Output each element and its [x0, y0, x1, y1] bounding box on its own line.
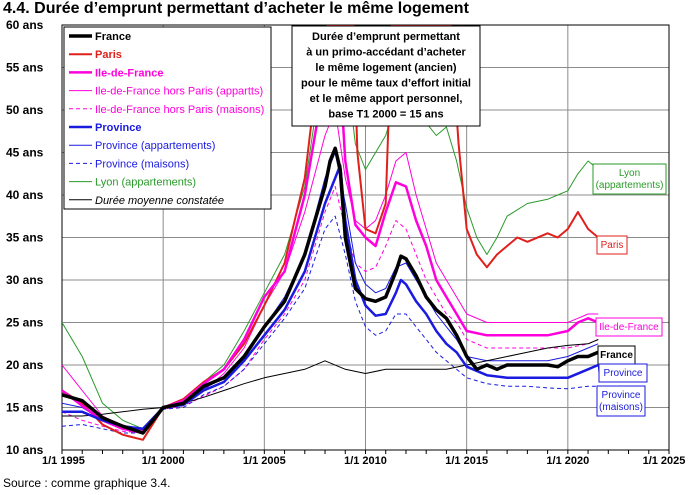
end-label-lyon-appartements: Lyon [619, 168, 640, 179]
y-tick-label: 35 ans [6, 231, 44, 245]
y-tick-label: 20 ans [6, 358, 44, 372]
legend-label-province-appartements: Province (appartements) [95, 140, 215, 152]
end-label-lyon-appartements: (appartements) [596, 180, 664, 191]
end-label-box-province-maisons [596, 385, 646, 417]
plot-border [61, 24, 670, 451]
end-label-box-province [598, 363, 648, 383]
legend-label-paris: Paris [95, 49, 122, 61]
y-tick-label: 55 ans [6, 61, 44, 75]
annotation-line: et le même apport personnel, [310, 93, 463, 105]
end-label-province-maisons: (maisons) [599, 402, 643, 413]
annotation-line: pour le même taux d’effort initial [301, 78, 471, 90]
y-tick-label: 45 ans [6, 146, 44, 160]
annotation-box [291, 25, 481, 127]
legend-box [63, 26, 272, 210]
legend-label-ile-de-france-hors-paris-appartts: Ile-de-France hors Paris (appartts) [95, 86, 263, 98]
end-label-box-paris [596, 235, 628, 255]
y-tick-label: 60 ans [6, 18, 44, 32]
x-tick-label: 1/1 2010 [344, 455, 387, 467]
y-tick-label: 40 ans [6, 188, 44, 202]
x-tick-label: 1/1 1995 [42, 455, 85, 467]
y-tick-label: 25 ans [6, 316, 44, 330]
annotation-line: à un primo-accédant d’acheter [306, 47, 466, 59]
legend-label-province: Province [95, 122, 141, 134]
x-tick-label: 1/1 2020 [546, 455, 589, 467]
source-note: Source : comme graphique 3.4. [3, 476, 171, 490]
x-tick-label: 1/1 2005 [243, 455, 286, 467]
annotation-line: base T1 2000 = 15 ans [328, 109, 443, 121]
annotation-line: Durée d’emprunt permettant [312, 31, 460, 43]
series-group [62, 25, 599, 441]
chart-title: 4.4. Durée d’emprunt permettant d’achete… [3, 0, 469, 17]
legend-label-ile-de-france: Ile-de-France [95, 67, 163, 79]
y-tick-label: 30 ans [6, 273, 44, 287]
end-label-box-lyon-appartements [592, 163, 667, 195]
y-tick-label: 10 ans [6, 443, 44, 457]
series-line-dur-e-moyenne-constat-e [62, 339, 599, 417]
legend-label-province-maisons: Province (maisons) [95, 158, 189, 170]
x-tick-label: 1/1 2015 [445, 455, 488, 467]
end-label-box-ile-de-france [595, 317, 663, 337]
legend-label-dur-e-moyenne-constat-e: Durée moyenne constatée [95, 195, 224, 207]
end-label-ile-de-france: Ile-de-France [599, 322, 659, 333]
series-line-france [62, 146, 599, 435]
legend-label-lyon-appartements: Lyon (appartements) [95, 177, 196, 189]
end-label-france: France [600, 350, 633, 361]
series-line-paris [62, 25, 599, 441]
annotation-line: le même logement (ancien) [315, 62, 457, 74]
end-label-province-maisons: Province [602, 390, 641, 401]
series-line-ile-de-france [62, 66, 599, 435]
y-tick-label: 50 ans [6, 103, 44, 117]
x-tick-label: 1/1 2000 [142, 455, 185, 467]
series-line-province-maisons [62, 215, 599, 434]
legend-label-ile-de-france-hors-paris-maisons: Ile-de-France hors Paris (maisons) [95, 104, 264, 116]
legend-label-france: France [95, 31, 131, 43]
end-label-paris: Paris [601, 240, 624, 251]
x-tick-label: 1/1 2025 [643, 455, 686, 467]
y-tick-label: 15 ans [6, 401, 44, 415]
end-label-province: Province [604, 368, 643, 379]
